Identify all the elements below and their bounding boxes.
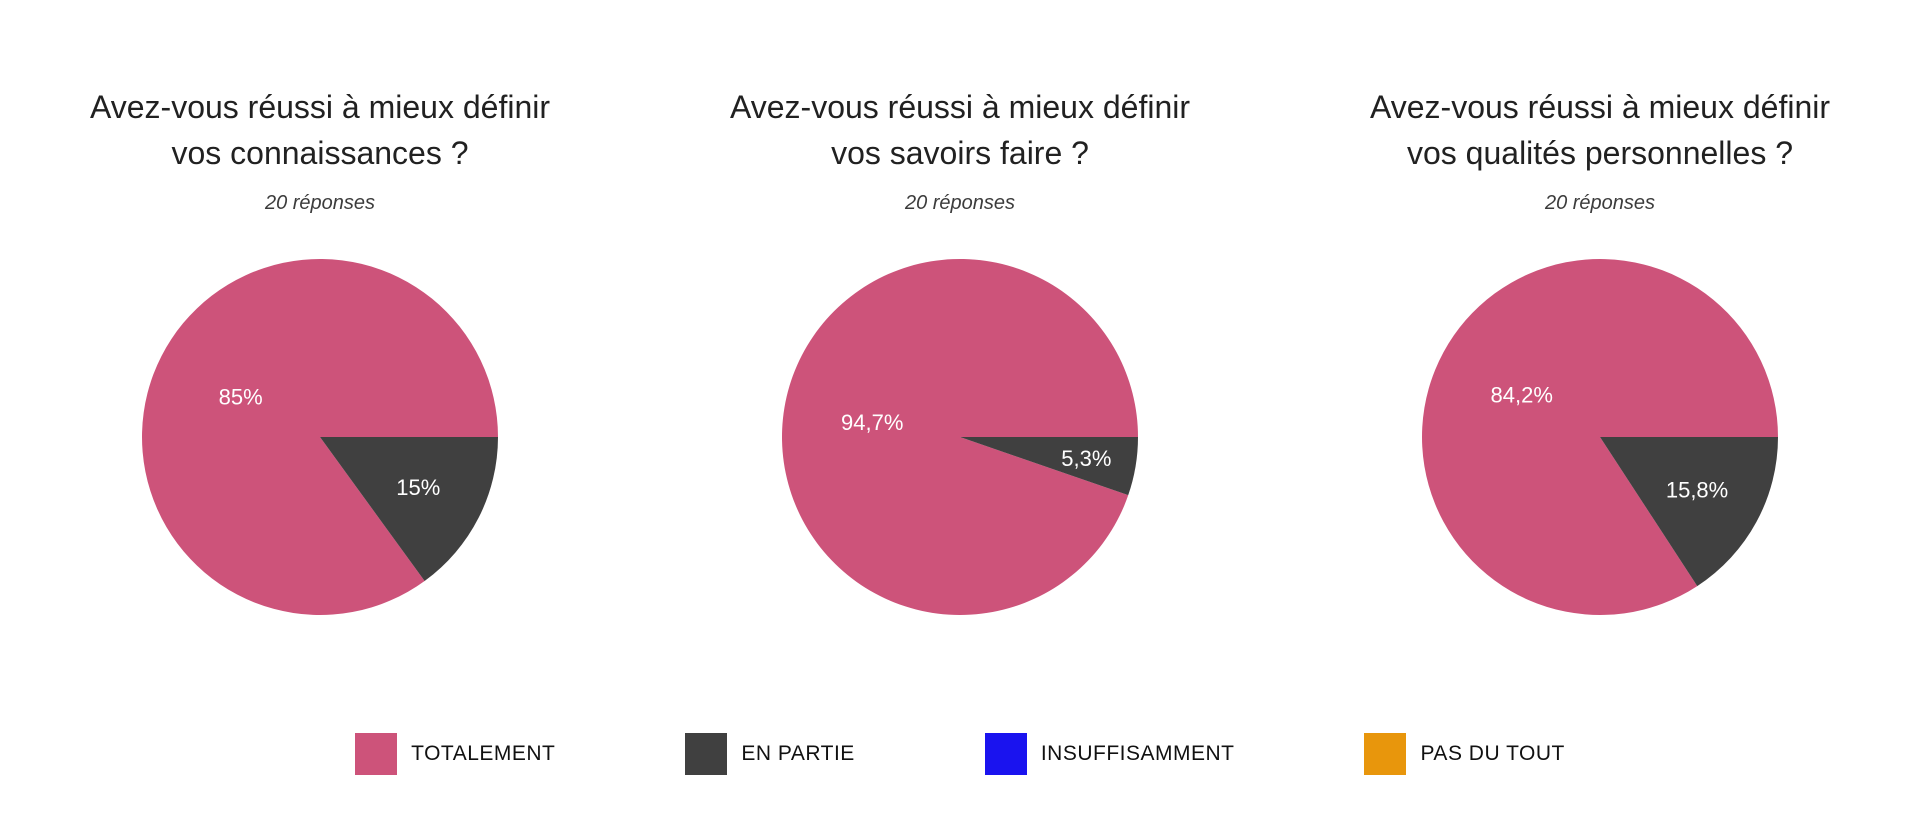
legend-item-pas-du-tout: PAS DU TOUT [1364,733,1564,775]
pie-slice-percentage-label: 94,7% [841,410,903,435]
pie-slice-totalement [141,259,498,615]
legend-swatch-insuffisamment [984,733,1027,775]
pie-slice-en-partie [1600,437,1778,587]
charts-row: Avez-vous réussi à mieux définir vos con… [0,34,1920,621]
legend-label-en-partie: EN PARTIE [741,742,855,765]
pie-slice-percentage-label: 85% [219,384,263,409]
legend-label-pas-du-tout: PAS DU TOUT [1420,742,1565,765]
chart-subtitle-responses: 20 réponses [1544,192,1656,214]
pie-slice-totalement [1422,258,1778,615]
legend-item-insuffisamment: INSUFFISAMMENT [984,733,1235,775]
chart-title-connaissances: Avez-vous réussi à mieux définir vos con… [89,89,551,171]
pie-slice-percentage-label: 5,3% [1061,446,1111,471]
pie-chart-connaissances: 85% 15% [136,253,504,621]
pie-slice-en-partie [960,437,1138,496]
legend-item-en-partie: EN PARTIE [685,733,854,775]
chart-title-qualites-personnelles: Avez-vous réussi à mieux définir vos qua… [1369,89,1831,171]
legend-swatch-en-partie [685,733,728,775]
pie-slice-en-partie [320,437,498,582]
legend: TOTALEMENT EN PARTIE INSUFFISAMMENT PAS … [0,733,1920,775]
pie-slice-percentage-label: 84,2% [1491,382,1553,407]
pie-slice-percentage-label: 15,8% [1666,477,1728,502]
pie-chart-savoirs-faire: 94,7% 5,3% [776,253,1144,621]
pie-slice-totalement [782,259,1138,615]
pie-chart-qualites-personnelles: 84,2% 15,8% [1416,253,1784,621]
chart-column-connaissances: Avez-vous réussi à mieux définir vos con… [0,34,640,621]
pie-slice-percentage-label: 15% [396,475,440,500]
legend-item-totalement: TOTALEMENT [355,733,555,775]
legend-label-totalement: TOTALEMENT [411,742,556,765]
legend-swatch-totalement [355,733,398,775]
legend-swatch-pas-du-tout [1364,733,1407,775]
chart-column-savoirs-faire: Avez-vous réussi à mieux définir vos sav… [640,34,1280,621]
chart-subtitle-responses: 20 réponses [264,192,376,214]
chart-subtitle-responses: 20 réponses [904,192,1016,214]
chart-title-savoirs-faire: Avez-vous réussi à mieux définir vos sav… [729,89,1191,171]
chart-column-qualites-personnelles: Avez-vous réussi à mieux définir vos qua… [1280,34,1920,621]
legend-label-insuffisamment: INSUFFISAMMENT [1040,742,1235,765]
